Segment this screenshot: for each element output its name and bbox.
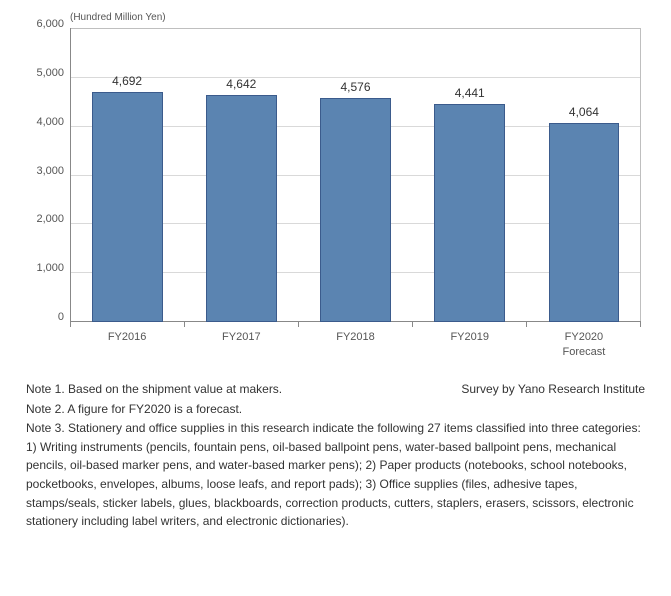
y-tick-label: 6,000 xyxy=(24,18,64,30)
x-axis-label: FY2018 xyxy=(298,326,412,370)
y-tick-label: 0 xyxy=(24,311,64,323)
bar-slot: 4,441 xyxy=(413,28,527,322)
bar-value-label: 4,692 xyxy=(112,74,142,88)
y-axis-title: (Hundred Million Yen) xyxy=(70,12,166,23)
survey-credit: Survey by Yano Research Institute xyxy=(461,382,645,396)
bar xyxy=(206,95,277,322)
bar-slot: 4,642 xyxy=(184,28,298,322)
y-tick-label: 3,000 xyxy=(24,165,64,177)
x-axis-label: FY2016 xyxy=(70,326,184,370)
bar-value-label: 4,064 xyxy=(569,105,599,119)
x-axis-label: FY2019 xyxy=(413,326,527,370)
bars-group: 4,692 4,642 4,576 4,441 4,064 xyxy=(70,28,641,322)
note-1: Note 1. Based on the shipment value at m… xyxy=(26,380,282,399)
bar xyxy=(434,104,505,322)
x-axis-labels: FY2016FY2017FY2018FY2019FY2020 Forecast xyxy=(70,326,641,370)
note-3: Note 3. Stationery and office supplies i… xyxy=(26,419,645,531)
x-axis-label: FY2020 Forecast xyxy=(527,326,641,370)
bar-slot: 4,692 xyxy=(70,28,184,322)
bar-value-label: 4,642 xyxy=(226,77,256,91)
y-tick-label: 5,000 xyxy=(24,67,64,79)
bar xyxy=(92,92,163,322)
bar-value-label: 4,441 xyxy=(455,86,485,100)
bar xyxy=(320,98,391,322)
y-tick-label: 2,000 xyxy=(24,213,64,225)
bar-chart: (Hundred Million Yen) 0 1,000 2,000 3,000 4,… xyxy=(20,10,651,370)
bar-slot: 4,064 xyxy=(527,28,641,322)
bar-slot: 4,576 xyxy=(298,28,412,322)
x-axis-label: FY2017 xyxy=(184,326,298,370)
y-tick-label: 1,000 xyxy=(24,262,64,274)
bar xyxy=(549,123,620,322)
notes-section: Note 1. Based on the shipment value at m… xyxy=(20,380,651,531)
bar-value-label: 4,576 xyxy=(340,80,370,94)
y-tick-label: 4,000 xyxy=(24,116,64,128)
note-2: Note 2. A figure for FY2020 is a forecas… xyxy=(26,400,645,419)
